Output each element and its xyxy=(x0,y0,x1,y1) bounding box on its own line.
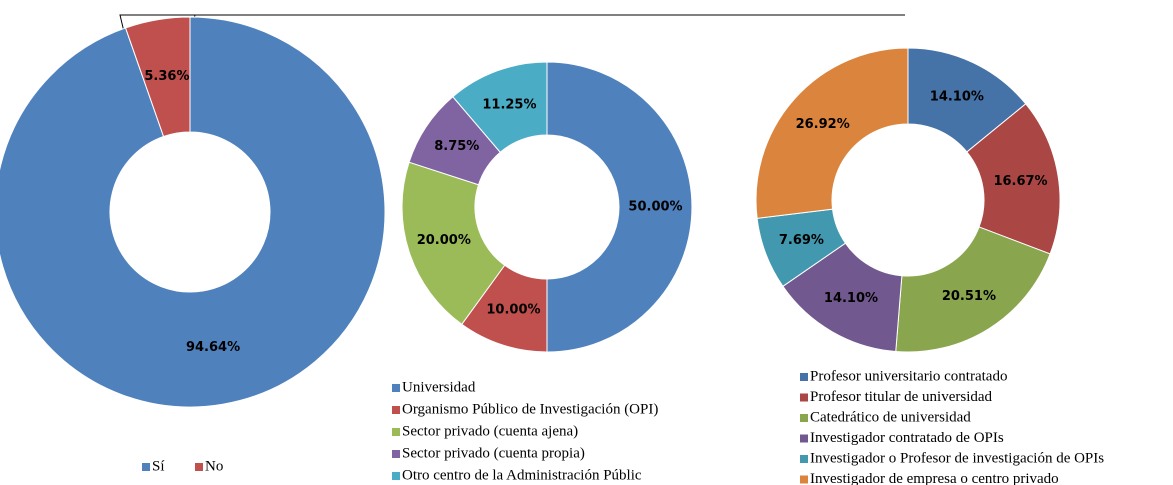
legend-label: No xyxy=(205,458,223,474)
data-label: 16.67% xyxy=(993,174,1047,189)
slice xyxy=(452,61,548,153)
slice xyxy=(546,61,693,353)
legend-swatch xyxy=(800,434,808,443)
legend-swatch xyxy=(392,450,400,458)
legend-label: Catedrático de universidad xyxy=(810,409,971,425)
legend-swatch xyxy=(142,463,150,471)
legend-label: Investigador contratado de OPIs xyxy=(810,430,1004,446)
legend-swatch xyxy=(800,393,808,402)
slice xyxy=(401,161,506,326)
data-label: 8.75% xyxy=(434,139,479,154)
slice xyxy=(0,16,386,408)
data-label: 26.92% xyxy=(796,117,850,132)
legend-label: Investigador de empresa o centro privado xyxy=(810,471,1059,485)
legend-swatch xyxy=(392,384,400,392)
data-label: 14.10% xyxy=(824,291,878,306)
legend-label: Investigador o Profesor de investigación… xyxy=(810,450,1104,466)
data-label: 7.69% xyxy=(779,233,824,248)
data-label: 94.64% xyxy=(186,340,240,355)
legend-swatch xyxy=(392,406,400,414)
legend-label: Sí xyxy=(152,458,165,474)
legend-label: Universidad xyxy=(402,379,476,395)
data-label: 20.00% xyxy=(417,233,471,248)
legend-label: Sector privado (cuenta ajena) xyxy=(402,423,578,439)
data-label: 5.36% xyxy=(144,69,189,84)
legend-swatch xyxy=(800,414,808,422)
data-label: 20.51% xyxy=(942,289,996,304)
slice xyxy=(966,103,1061,255)
slice xyxy=(124,16,191,138)
legend-label: Profesor universitario contratado xyxy=(810,368,1007,384)
legend-swatch xyxy=(392,472,400,480)
legend-label: Sector privado (cuenta propia) xyxy=(402,445,585,461)
legend-swatch xyxy=(392,428,400,436)
legend-swatch xyxy=(800,373,808,381)
legend-swatch xyxy=(800,475,808,484)
legend-label: Otro centro de la Administración Públic xyxy=(402,467,642,483)
data-label: 50.00% xyxy=(628,200,682,215)
legend-label: Profesor titular de universidad xyxy=(810,389,993,405)
data-label: 11.25% xyxy=(482,98,536,113)
slice xyxy=(755,47,909,219)
data-label: 14.10% xyxy=(930,90,984,105)
legend-swatch xyxy=(800,455,808,463)
slice xyxy=(895,226,1051,353)
legend-swatch xyxy=(195,463,203,471)
data-label: 10.00% xyxy=(486,303,540,318)
legend-label: Organismo Público de Investigación (OPI) xyxy=(402,401,658,417)
